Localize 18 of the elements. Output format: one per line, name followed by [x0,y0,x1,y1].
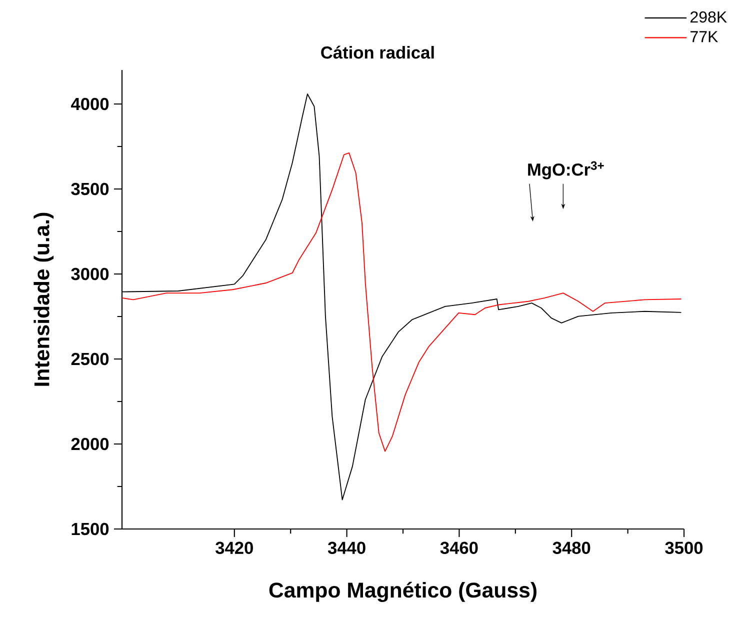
x-tick-label: 3420 [216,542,253,554]
x-axis-title: Campo Magnético (Gauss) [269,582,536,602]
y-tick-label: 3000 [71,268,109,280]
y-tick-label: 1500 [72,522,109,536]
x-tick-label: 3500 [665,542,703,554]
legend-label: 77K [690,31,718,42]
line-series [122,152,682,452]
text: Cátion radical [321,46,434,59]
y-tick-label: 3500 [71,182,109,196]
y-axis-title: Intensidade (u.a.) [34,212,54,386]
x-tick-label: 3440 [328,542,366,554]
x-tick-label: 3480 [552,542,590,554]
x-tick-label: 3460 [440,542,478,554]
y-tick-label: 2000 [71,438,109,450]
y-tick-label: 4000 [71,98,109,110]
y-tick-label: 2500 [71,352,109,366]
legend-label: 298K [690,11,727,23]
annotation: MgO:Cr$^{3+}$ [528,161,604,180]
